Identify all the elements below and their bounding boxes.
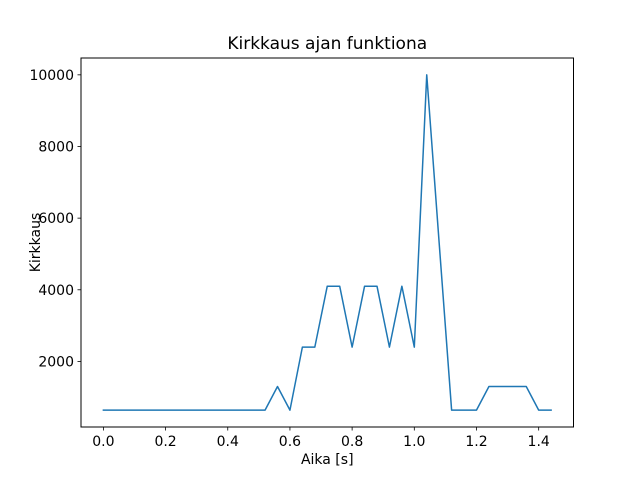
x-tick-label: 0.4 — [217, 434, 239, 450]
x-tick-label: 1.2 — [465, 434, 487, 450]
x-tick-label: 0.0 — [92, 434, 114, 450]
x-axis-label: Aika [s] — [301, 452, 354, 468]
y-tick-label: 10000 — [29, 68, 74, 84]
x-tick-label: 0.6 — [279, 434, 301, 450]
ticks-layer: 0.0 0.2 0.4 0.6 0.8 1.0 1.2 1.4 2000 4000 6000 8000… — [29, 68, 549, 450]
x-tick-label: 1.4 — [528, 434, 550, 450]
axes-spines — [80, 57, 574, 428]
x-tick-label: 0.8 — [341, 434, 363, 450]
data-line-series — [102, 74, 552, 411]
x-tick-label: 1.0 — [403, 434, 425, 450]
y-axis-label: Kirkkaus — [28, 213, 44, 273]
y-tick-label: 8000 — [38, 139, 74, 155]
chart-title: Kirkkaus ajan funktiona — [227, 34, 427, 54]
y-tick-label: 2000 — [38, 354, 74, 370]
y-tick-label: 4000 — [38, 283, 74, 299]
x-tick-label: 0.2 — [154, 434, 176, 450]
y-tick-label: 6000 — [38, 211, 74, 227]
